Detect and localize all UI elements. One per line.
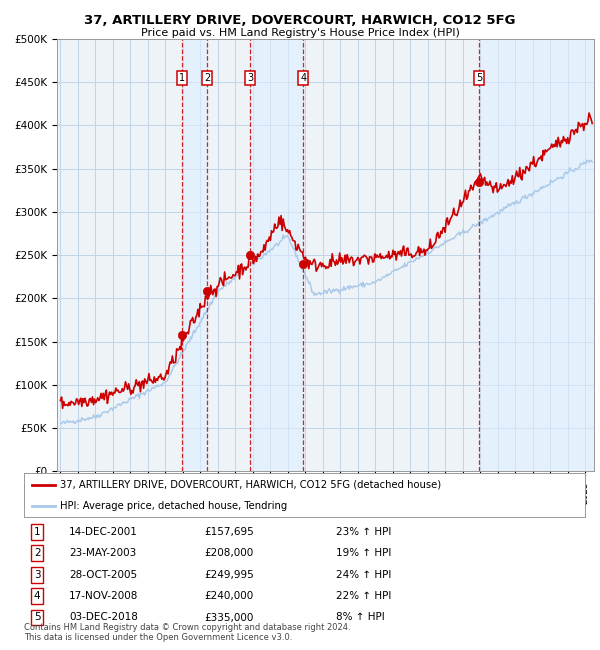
Text: 23-MAY-2003: 23-MAY-2003 [69, 548, 136, 558]
Text: 4: 4 [34, 591, 41, 601]
Text: Contains HM Land Registry data © Crown copyright and database right 2024.
This d: Contains HM Land Registry data © Crown c… [24, 623, 350, 642]
Text: 4: 4 [300, 73, 307, 83]
Bar [479, 39, 594, 471]
Text: HPI: Average price, detached house, Tendring: HPI: Average price, detached house, Tend… [61, 500, 288, 511]
Text: 19% ↑ HPI: 19% ↑ HPI [336, 548, 391, 558]
Bar [250, 39, 303, 471]
Bar [182, 39, 207, 471]
Text: 37, ARTILLERY DRIVE, DOVERCOURT, HARWICH, CO12 5FG (detached house): 37, ARTILLERY DRIVE, DOVERCOURT, HARWICH… [61, 480, 442, 490]
Text: Price paid vs. HM Land Registry's House Price Index (HPI): Price paid vs. HM Land Registry's House … [140, 28, 460, 38]
Text: £335,000: £335,000 [204, 612, 253, 623]
Text: £157,695: £157,695 [204, 526, 254, 537]
Text: 37, ARTILLERY DRIVE, DOVERCOURT, HARWICH, CO12 5FG: 37, ARTILLERY DRIVE, DOVERCOURT, HARWICH… [84, 14, 516, 27]
Text: 3: 3 [34, 569, 41, 580]
Text: 1: 1 [179, 73, 185, 83]
Text: £249,995: £249,995 [204, 569, 254, 580]
Text: 1: 1 [34, 526, 41, 537]
Text: 2: 2 [34, 548, 41, 558]
Text: £208,000: £208,000 [204, 548, 253, 558]
Text: 8% ↑ HPI: 8% ↑ HPI [336, 612, 385, 623]
Text: 17-NOV-2008: 17-NOV-2008 [69, 591, 139, 601]
Text: 23% ↑ HPI: 23% ↑ HPI [336, 526, 391, 537]
Text: 22% ↑ HPI: 22% ↑ HPI [336, 591, 391, 601]
Text: 03-DEC-2018: 03-DEC-2018 [69, 612, 138, 623]
Text: 24% ↑ HPI: 24% ↑ HPI [336, 569, 391, 580]
Text: 3: 3 [247, 73, 253, 83]
Text: 28-OCT-2005: 28-OCT-2005 [69, 569, 137, 580]
Text: 2: 2 [204, 73, 211, 83]
Text: £240,000: £240,000 [204, 591, 253, 601]
Text: 14-DEC-2001: 14-DEC-2001 [69, 526, 138, 537]
Text: 5: 5 [476, 73, 482, 83]
Text: 5: 5 [34, 612, 41, 623]
